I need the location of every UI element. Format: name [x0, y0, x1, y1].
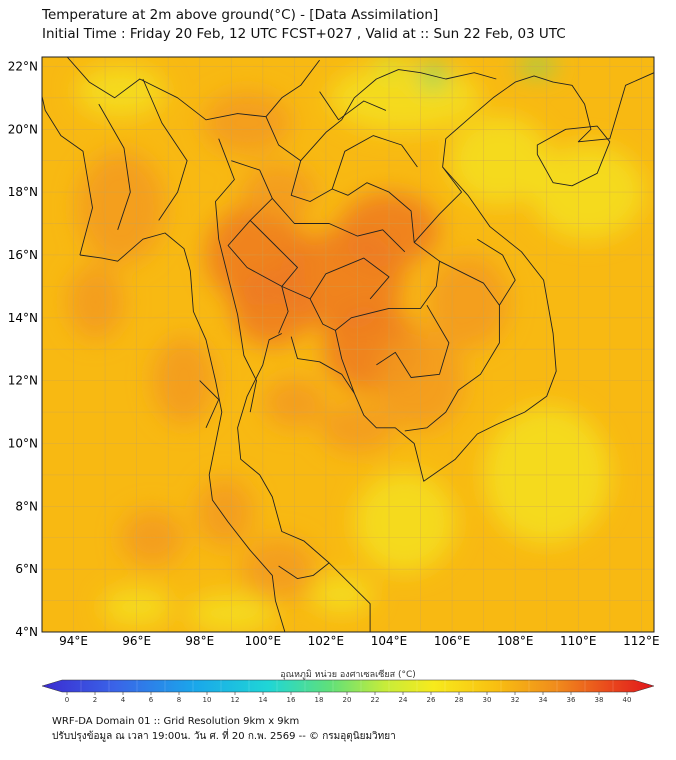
colorbar-tick-label: 12 [231, 696, 240, 704]
colorbar-tick-label: 34 [539, 696, 548, 704]
colorbar-tick-label: 36 [567, 696, 576, 704]
colorbar-tick-label: 22 [371, 696, 380, 704]
colorbar-label: อุณหภูมิ หน่วย องศาเซลเซียส (°C) [280, 669, 416, 680]
lon-label: 106°E [434, 634, 471, 648]
colorbar-tick-label: 4 [121, 696, 126, 704]
colorbar-tick-label: 14 [259, 696, 268, 704]
colorbar-tick-label: 28 [455, 696, 464, 704]
lon-label: 98°E [185, 634, 214, 648]
lat-label: 22°N [8, 59, 38, 73]
map-subtitle: Initial Time : Friday 20 Feb, 12 UTC FCS… [42, 26, 566, 42]
colorbar-tick-label: 32 [511, 696, 520, 704]
footer-domain-info: WRF-DA Domain 01 :: Grid Resolution 9km … [52, 716, 300, 727]
colorbar [41, 679, 655, 693]
graticule [42, 57, 654, 632]
colorbar-tick-label: 10 [203, 696, 212, 704]
lat-label: 6°N [15, 562, 38, 576]
colorbar-tick-label: 26 [427, 696, 436, 704]
colorbar-tick-label: 2 [93, 696, 97, 704]
lat-label: 14°N [8, 311, 38, 325]
lon-label: 112°E [623, 634, 660, 648]
colorbar-tick-label: 18 [315, 696, 324, 704]
colorbar-tick-label: 30 [483, 696, 492, 704]
colorbar-tick-label: 24 [399, 696, 408, 704]
colorbar-tick-label: 38 [595, 696, 604, 704]
colorbar-tick-label: 20 [343, 696, 352, 704]
lat-label: 8°N [15, 499, 38, 513]
lon-label: 104°E [371, 634, 408, 648]
lon-label: 110°E [560, 634, 597, 648]
lon-label: 108°E [497, 634, 534, 648]
lon-label: 102°E [308, 634, 345, 648]
lon-label: 96°E [122, 634, 151, 648]
colorbar-tick-label: 8 [177, 696, 181, 704]
map-title: Temperature at 2m above ground(°C) - [Da… [42, 7, 439, 23]
colorbar-tick-label: 40 [623, 696, 632, 704]
lat-label: 12°N [8, 374, 38, 388]
colorbar-tick-label: 16 [287, 696, 296, 704]
country-borders [42, 57, 654, 632]
lat-label: 20°N [8, 122, 38, 136]
footer-update-info: ปรับปรุงข้อมูล ณ เวลา 19:00น. วัน ศ. ที่… [52, 731, 396, 742]
lat-label: 10°N [8, 436, 38, 450]
lat-label: 4°N [15, 625, 38, 639]
colorbar-tick-label: 6 [149, 696, 154, 704]
lat-label: 16°N [8, 248, 38, 262]
lon-label: 100°E [245, 634, 282, 648]
colorbar-tick-label: 0 [65, 696, 69, 704]
colorbar-ticks: 0 2 4 6 8 10 12 14 16 18 20 22 24 26 28 30 32 34 36 38 40 [65, 680, 632, 704]
lon-label: 94°E [59, 634, 88, 648]
plot-frame [41, 56, 655, 633]
lat-label: 18°N [8, 185, 38, 199]
